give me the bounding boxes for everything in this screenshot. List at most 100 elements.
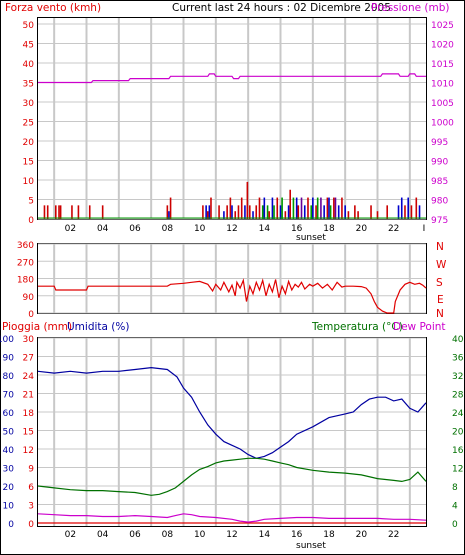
rain-tick-label: 9 bbox=[28, 465, 34, 475]
humidity-tick-label: 70 bbox=[3, 391, 15, 401]
rain-tick-label: 15 bbox=[23, 428, 34, 438]
wind-bar bbox=[418, 205, 421, 219]
dir-letter-n-top: N bbox=[436, 241, 444, 253]
chart-title: Current last 24 hours : 02 Dicembre 2005 bbox=[172, 2, 391, 14]
rain-tick-label: 6 bbox=[28, 483, 34, 493]
humidity-axis-title: Umidita (%) bbox=[67, 321, 129, 333]
pressure-tick-label: 975 bbox=[431, 216, 448, 226]
climate-x-tick-label: 02 bbox=[65, 530, 76, 540]
climate-x-tick-label: 14 bbox=[259, 530, 271, 540]
humidity-line bbox=[37, 366, 427, 459]
wind-tick-label: 25 bbox=[23, 119, 34, 129]
wind-bar bbox=[341, 197, 343, 219]
wind-bar bbox=[168, 211, 170, 219]
wind-x-tick-label: 08 bbox=[162, 224, 174, 234]
wind-tick-label: 45 bbox=[23, 41, 34, 51]
rain-tick-label: 0 bbox=[28, 520, 34, 530]
temperature-tick-label: 32 bbox=[452, 372, 463, 382]
climate-x-tick-label: 10 bbox=[194, 530, 206, 540]
humidity-tick-label: 30 bbox=[3, 465, 15, 475]
wind-tick-label: 20 bbox=[23, 138, 35, 148]
wind-bar bbox=[328, 197, 330, 219]
wind-bar bbox=[295, 197, 298, 219]
dir-letter-w: W bbox=[436, 259, 447, 271]
wind-bar bbox=[77, 205, 80, 219]
wind-axis-title: Forza vento (kmh) bbox=[5, 2, 101, 14]
sunset-label-top: sunset bbox=[296, 233, 326, 243]
dir-letter-n-bottom: N bbox=[436, 308, 444, 320]
pressure-tick-label: 980 bbox=[431, 197, 448, 207]
pressure-tick-label: 1010 bbox=[431, 80, 454, 90]
temperature-tick-label: 16 bbox=[452, 446, 464, 456]
wind-bar bbox=[205, 205, 207, 219]
wind-bar bbox=[284, 211, 287, 219]
wind-x-tick-label: 18 bbox=[323, 224, 335, 234]
wind-tick-label: 10 bbox=[23, 177, 35, 187]
humidity-tick-label: 90 bbox=[3, 354, 15, 364]
rain-axis-title: Pioggia (mm) bbox=[2, 321, 72, 333]
wind-bar bbox=[237, 205, 240, 219]
wind-bar bbox=[71, 205, 73, 219]
wind-bar bbox=[310, 205, 313, 219]
wind-tick-label: 50 bbox=[23, 21, 35, 31]
rain-tick-label: 18 bbox=[23, 409, 35, 419]
wind-bar bbox=[370, 205, 372, 219]
wind-bar bbox=[333, 197, 335, 219]
wind-tick-label: 30 bbox=[23, 99, 35, 109]
temperature-tick-label: 36 bbox=[452, 354, 464, 364]
wind-bar bbox=[344, 205, 346, 219]
wind-bar bbox=[279, 205, 282, 219]
wind-bar bbox=[54, 205, 57, 219]
wind-x-tick-label: 02 bbox=[65, 224, 76, 234]
wind-bar bbox=[255, 205, 258, 219]
pressure-tick-label: 1020 bbox=[431, 41, 454, 51]
wind-bar bbox=[231, 205, 233, 219]
wind-bar bbox=[101, 205, 104, 219]
dewpoint-axis-title: Dew Point bbox=[393, 321, 446, 333]
humidity-tick-label: 60 bbox=[3, 409, 15, 419]
data-layer bbox=[37, 73, 427, 524]
climate-x-tick-label: 06 bbox=[129, 530, 141, 540]
temperature-tick-label: 24 bbox=[452, 409, 464, 419]
humidity-tick-label: 80 bbox=[3, 372, 15, 382]
humidity-tick-label: 0 bbox=[8, 520, 14, 530]
wind-bar bbox=[354, 205, 356, 219]
wind-bar bbox=[281, 197, 283, 219]
wind-bar bbox=[248, 205, 251, 219]
wind-bar bbox=[292, 197, 295, 219]
climate-x-tick-label: 04 bbox=[97, 530, 109, 540]
wind-bar bbox=[334, 197, 337, 219]
temperature-tick-label: 8 bbox=[452, 483, 458, 493]
wind-bar bbox=[268, 211, 270, 219]
humidity-tick-label: 40 bbox=[3, 446, 15, 456]
wind-bar bbox=[246, 181, 249, 219]
wind-bar bbox=[240, 197, 243, 219]
wind-tick-label: 0 bbox=[28, 216, 34, 226]
wind-bar bbox=[244, 205, 246, 219]
wind-x-tick-label: I bbox=[423, 224, 426, 234]
wind-bar bbox=[289, 189, 291, 219]
climate-x-tick-label: 20 bbox=[356, 530, 368, 540]
pressure-tick-label: 995 bbox=[431, 138, 448, 148]
wind-bar bbox=[316, 197, 319, 219]
wind-bar bbox=[303, 205, 306, 219]
wind-tick-label: 40 bbox=[23, 60, 35, 70]
rain-tick-label: 12 bbox=[23, 446, 34, 456]
wind-bar bbox=[218, 205, 220, 219]
pressure-tick-label: 1005 bbox=[431, 99, 454, 109]
wind-bar bbox=[415, 197, 418, 219]
wind-x-tick-label: 20 bbox=[356, 224, 368, 234]
pressure-axis-title: Pressione (mb) bbox=[371, 2, 450, 14]
wind-bar bbox=[229, 197, 232, 219]
temperature-tick-label: 12 bbox=[452, 465, 463, 475]
pressure-line bbox=[38, 73, 426, 84]
rain-tick-label: 30 bbox=[23, 335, 35, 345]
rain-tick-label: 24 bbox=[23, 372, 35, 382]
wind-bar bbox=[208, 205, 211, 219]
wind-bar bbox=[307, 197, 309, 219]
wind-x-tick-label: 12 bbox=[226, 224, 237, 234]
wind-bar bbox=[323, 205, 325, 219]
wind-bar bbox=[210, 197, 212, 219]
wind-bar bbox=[166, 205, 169, 219]
dir-letter-s: S bbox=[436, 277, 443, 289]
